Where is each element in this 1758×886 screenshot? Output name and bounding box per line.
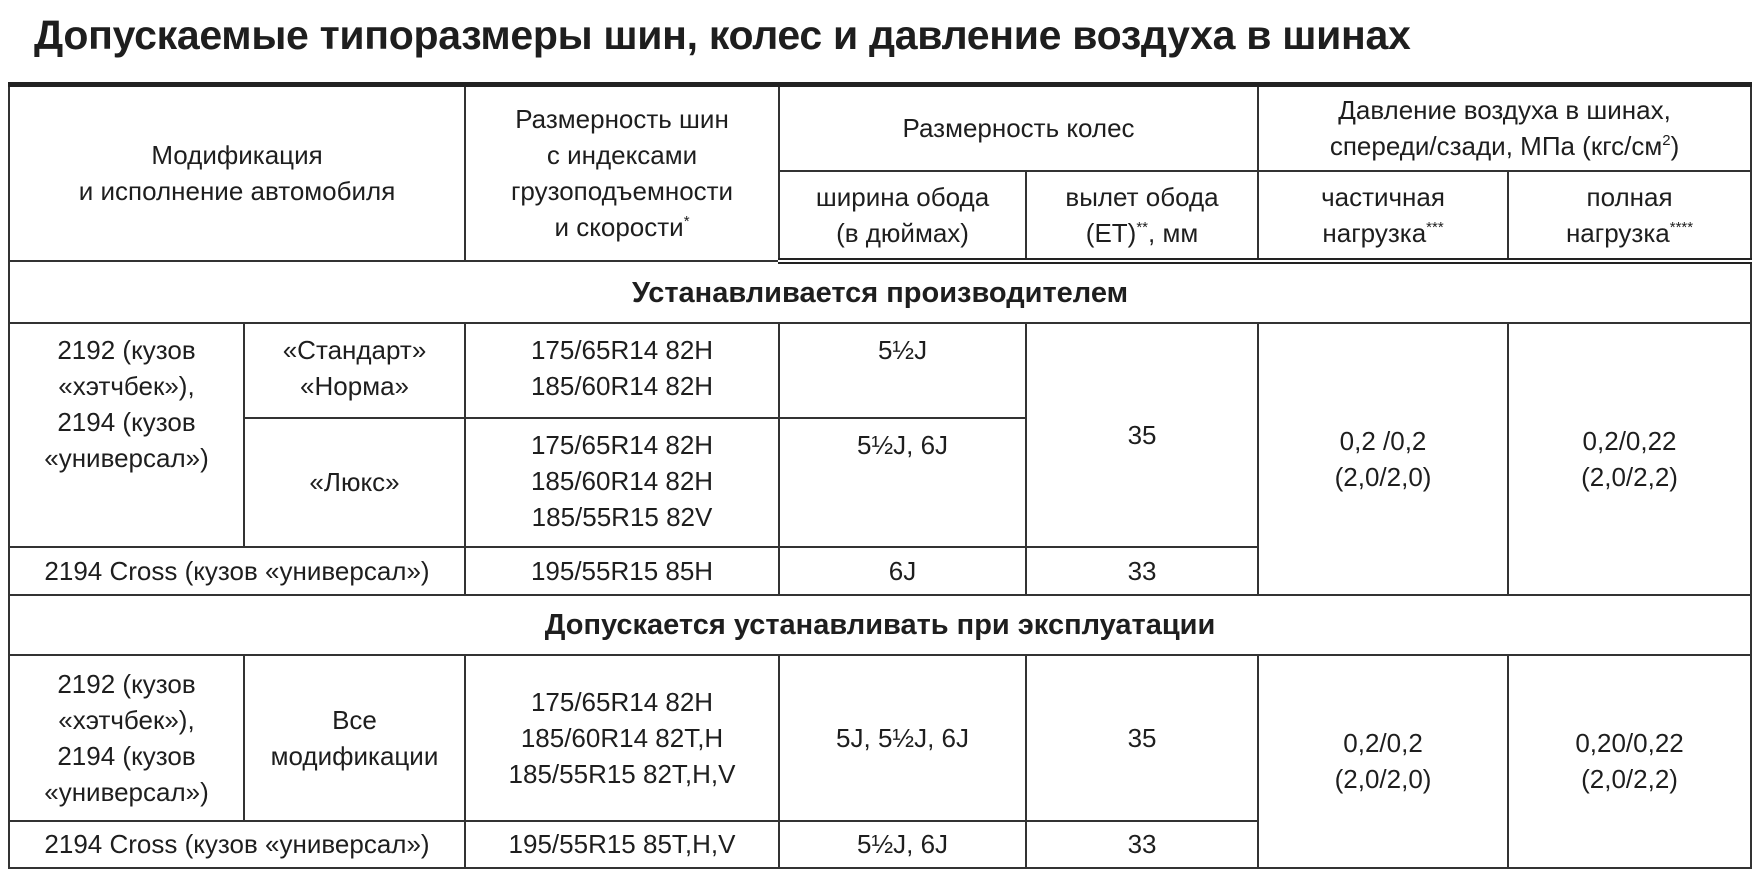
tire-cell: 195/55R15 85T,H,V xyxy=(464,819,781,869)
trim-cell: Все модификации xyxy=(242,653,467,822)
tire-cell: 175/65R14 82H 185/60R14 82H 185/55R15 82V xyxy=(464,416,781,548)
header-tire-size: Размерность шин с индексами грузоподъемнос… xyxy=(464,82,781,262)
page-title: Допускаемые типоразмеры шин, колес и дав… xyxy=(34,12,1411,58)
table-row: 2192 (кузов «хэтчбек»), 2194 (кузов «универ… xyxy=(8,653,1753,869)
table-row: 2192 (кузов «хэтчбек»), 2194 (кузов «универ… xyxy=(8,321,1753,596)
tire-cell: 175/65R14 82H 185/60R14 82T,H 185/55R15 82… xyxy=(464,653,781,822)
model-cell: 2192 (кузов «хэтчбек»), 2194 (кузов «универ… xyxy=(8,321,245,548)
rim-width-cell: 5J, 5½J, 6J xyxy=(778,653,1028,822)
header-wheel-size: Размерность колес xyxy=(778,82,1260,172)
model-cell: 2194 Cross (кузов «универсал») xyxy=(7,819,467,869)
tire-cell: 195/55R15 85H xyxy=(464,545,781,596)
partial-load-cell: 0,2/0,2 (2,0/2,0) xyxy=(1257,653,1510,869)
header-pressure: Давление воздуха в шинах, спереди/сзади, … xyxy=(1257,82,1753,172)
table-row: 2194 Cross (кузов «универсал») 195/55R15… xyxy=(7,819,1751,869)
offset-cell: 35 xyxy=(1025,653,1260,822)
offset-cell: 33 xyxy=(1025,819,1260,869)
offset-cell: 33 xyxy=(1025,545,1260,596)
trim-cell: «Люкс» xyxy=(242,416,467,548)
rim-width-cell: 6J xyxy=(778,545,1028,596)
model-cell: 2192 (кузов «хэтчбек»), 2194 (кузов «универ… xyxy=(8,653,245,822)
header-modification: Модификация и исполнение автомобиля xyxy=(7,82,467,262)
full-load-cell: 0,20/0,22 (2,0/2,2) xyxy=(1507,653,1753,869)
rim-width-cell: 5½J, 6J xyxy=(778,416,1028,548)
header-rim-width: ширина обода (в дюймах) xyxy=(778,169,1028,264)
header-partial-load: частичная нагрузка*** xyxy=(1257,169,1510,264)
tire-wheel-table: Модификация и исполнение автомобиля Разме… xyxy=(7,82,1753,869)
table-row: «Люкс» 175/65R14 82H 185/60R14 82H 185/55R… xyxy=(9,416,1751,548)
header-full-load: полная нагрузка**** xyxy=(1507,169,1753,264)
header-rim-offset: вылет обода (ЕТ)**, мм xyxy=(1025,169,1260,264)
full-load-cell: 0,2/0,22 (2,0/2,2) xyxy=(1507,321,1753,596)
rim-width-cell: 5½J xyxy=(778,321,1028,419)
model-cell: 2194 Cross (кузов «универсал») xyxy=(7,545,467,596)
trim-cell: «Стандарт» «Норма» xyxy=(242,321,467,419)
partial-load-cell: 0,2 /0,2 (2,0/2,0) xyxy=(1257,321,1510,596)
offset-cell: 35 xyxy=(1025,321,1260,548)
section-factory: Устанавливается производителем xyxy=(7,259,1753,324)
tire-cell: 175/65R14 82H 185/60R14 82H xyxy=(464,321,781,419)
table-row: 2194 Cross (кузов «универсал») 195/55R15… xyxy=(7,545,1751,596)
rim-width-cell: 5½J, 6J xyxy=(778,819,1028,869)
section-operation: Допускается устанавливать при эксплуатац… xyxy=(7,593,1753,656)
